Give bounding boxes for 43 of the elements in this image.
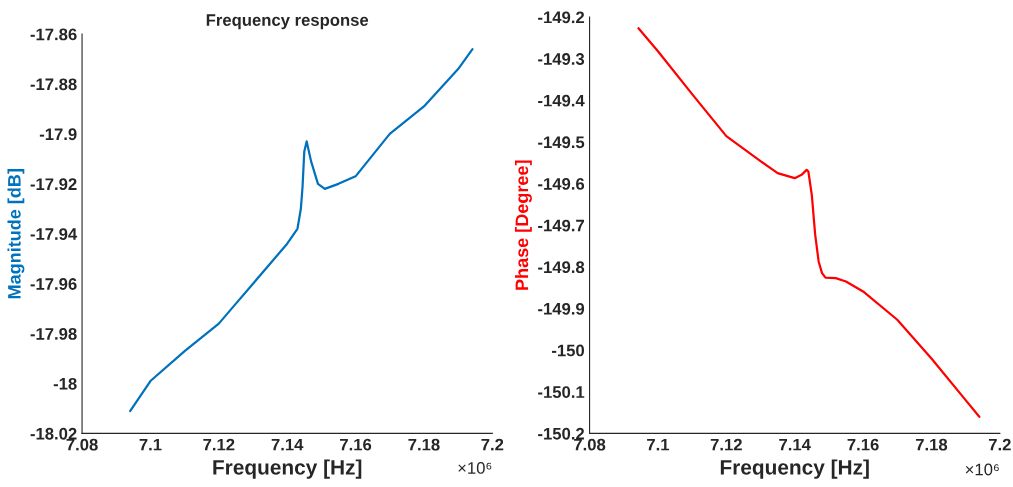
y-tick-label: -17.88 xyxy=(30,78,77,91)
y-tick-label: -18.02 xyxy=(30,427,77,440)
x-tick-label: 7.14 xyxy=(779,438,811,451)
x-tick-label: 7.08 xyxy=(66,438,98,451)
y-axis-title: Phase [Degree] xyxy=(514,160,532,290)
y-tick-label: -149.9 xyxy=(538,302,585,315)
x-tick-label: 7.12 xyxy=(203,438,235,451)
y-tick-label: -17.86 xyxy=(30,28,77,41)
y-tick-label: -17.9 xyxy=(39,128,77,141)
text: ×10⁶ xyxy=(965,463,999,476)
y-tick-label: -149.3 xyxy=(538,53,585,65)
y-tick-label: -149.5 xyxy=(538,136,585,149)
x-tick-label: 7.08 xyxy=(574,438,606,451)
y-tick-label: -149.7 xyxy=(538,219,584,232)
line-series xyxy=(129,47,474,413)
y-tick-label: -149.6 xyxy=(538,178,585,190)
x-axis-title: Frequency [Hz] xyxy=(213,459,362,479)
y-tick-label: -150.2 xyxy=(538,427,585,440)
y-tick-label: -17.96 xyxy=(30,278,77,290)
x-tick-label: 7.18 xyxy=(915,438,948,451)
line-series xyxy=(637,27,981,418)
y-axis-title: Magnitude [dB] xyxy=(7,169,25,299)
x-tick-label: 7.12 xyxy=(710,438,742,451)
chart-title: Frequency response xyxy=(206,14,369,30)
y-tick-label: -17.92 xyxy=(30,178,77,191)
x-tick-label: 7.2 xyxy=(988,438,1011,451)
x-tick-label: 7.16 xyxy=(847,438,879,451)
y-tick-label: -18 xyxy=(53,377,77,390)
x-tick-label: 7.16 xyxy=(340,438,372,451)
y-tick-label: -149.4 xyxy=(538,94,585,107)
text: ×10⁶ xyxy=(458,462,492,474)
x-tick-label: 7.1 xyxy=(647,438,670,451)
y-tick-label: -17.94 xyxy=(30,228,78,240)
x-tick-label: 7.1 xyxy=(139,438,162,451)
y-tick-label: -150.1 xyxy=(538,386,585,398)
y-tick-label: -17.98 xyxy=(30,328,77,340)
x-tick-label: 7.14 xyxy=(271,438,304,451)
x-tick-label: 7.2 xyxy=(481,438,504,451)
x-axis-title: Frequency [Hz] xyxy=(720,459,869,479)
y-tick-label: -149.2 xyxy=(538,11,585,24)
x-tick-label: 7.18 xyxy=(408,438,440,451)
y-tick-label: -149.8 xyxy=(538,261,585,274)
y-tick-label: -150 xyxy=(552,344,585,357)
